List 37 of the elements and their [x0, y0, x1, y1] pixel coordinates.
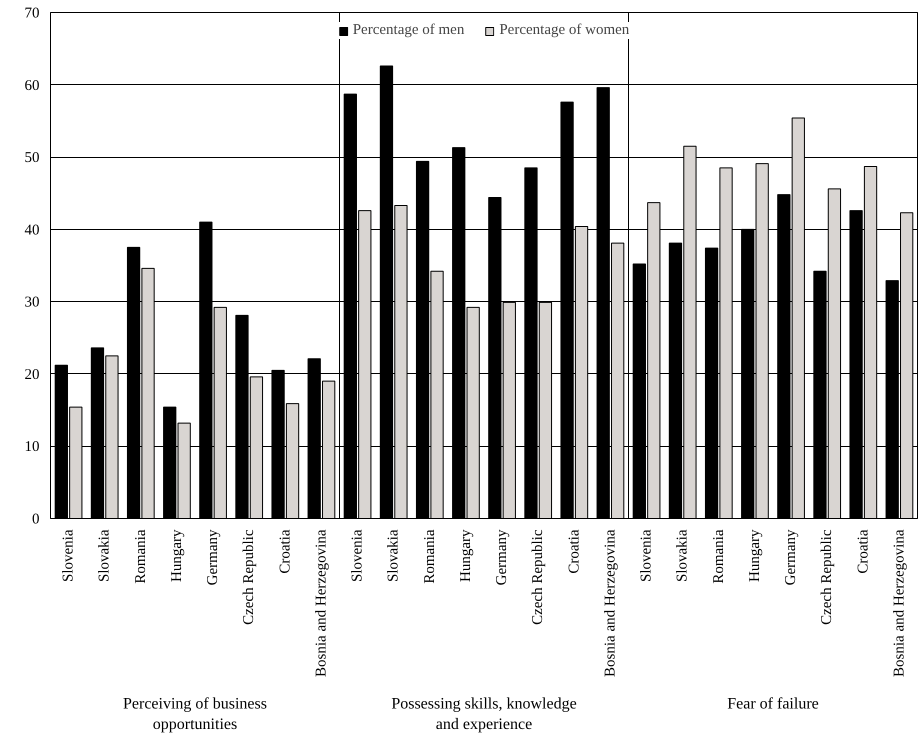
x-tick-label: Hungary	[746, 529, 763, 582]
x-tick-label: Croatia	[855, 529, 872, 574]
y-tick-label: 20	[24, 366, 40, 383]
x-tick-label: Croatia	[566, 529, 582, 574]
x-tick-label: Germany	[494, 529, 510, 586]
x-tick-label: Bosnia and Herzegovina	[602, 529, 618, 677]
x-tick-label: Czech Republic	[819, 529, 836, 625]
y-tick-label: 10	[24, 439, 40, 456]
x-tick-label: Bosnia and Herzegovina	[891, 529, 908, 677]
y-tick-label: 50	[24, 150, 40, 166]
x-tick-label: Slovenia	[638, 529, 655, 582]
x-tick-label: Slovakia	[96, 529, 113, 582]
x-tick-label: Slovenia	[350, 529, 366, 582]
x-tick-label: Bosnia and Herzegovina	[313, 529, 330, 677]
legend-label: Percentage of women	[499, 22, 630, 39]
x-tick-label: Slovakia	[386, 529, 402, 582]
y-tick-label: 70	[24, 6, 40, 22]
x-tick-label: Slovenia	[60, 529, 77, 582]
x-tick-label: Germany	[205, 529, 222, 586]
x-tick-label: Slovakia	[674, 529, 691, 582]
y-tick-label: 30	[24, 294, 40, 311]
y-tick-label: 0	[32, 512, 40, 528]
x-tick-label: Hungary	[168, 529, 185, 582]
x-tick-label: Hungary	[458, 529, 474, 582]
x-tick-label: Czech Republic	[241, 529, 258, 625]
x-tick-label: Czech Republic	[530, 529, 546, 625]
x-tick-label: Romania	[132, 529, 149, 584]
y-tick-label: 40	[24, 222, 40, 238]
x-tick-label: Romania	[710, 529, 727, 584]
text: Fear of failure	[727, 696, 819, 712]
y-tick-label: 60	[24, 78, 40, 94]
legend-label: Percentage of men	[352, 22, 464, 39]
x-tick-label: Croatia	[277, 529, 294, 574]
x-tick-label: Romania	[422, 529, 438, 584]
x-tick-label: Germany	[783, 529, 800, 586]
text: Possessing skills, knowledge and experience	[391, 696, 577, 733]
text: Perceiving of business opportunities	[123, 696, 267, 733]
